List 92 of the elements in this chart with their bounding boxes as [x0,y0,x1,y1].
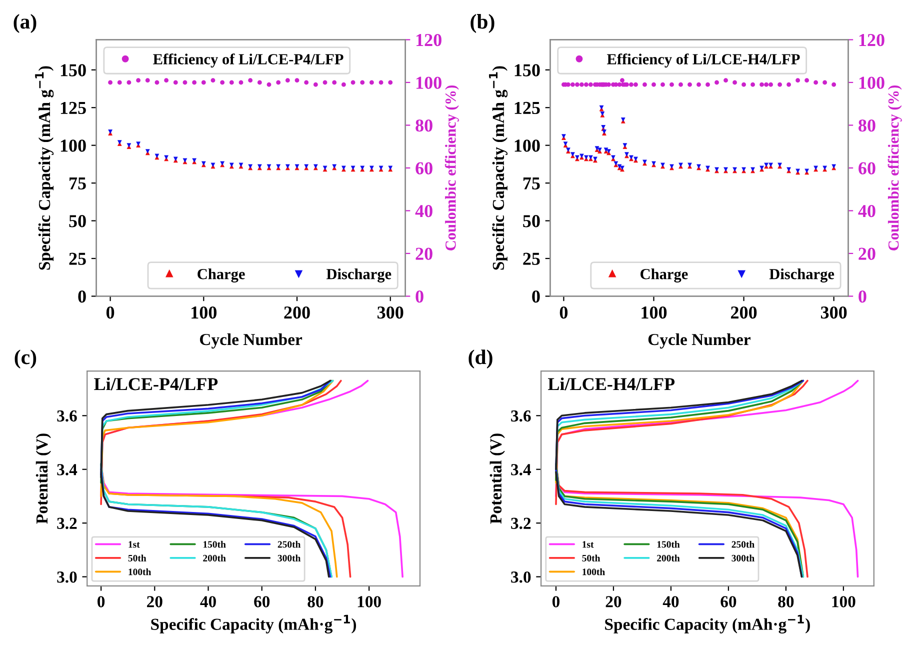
y-tick-label: 75 [70,177,86,190]
chart-title: (a) [14,14,36,33]
x-tick-label: 0 [98,596,105,608]
legend-label: Charge [198,268,245,282]
y-tick-label: 150 [514,64,540,76]
x-tick-label: 300 [378,306,404,319]
x-tick-label: 100 [192,306,217,319]
x-tick-label: 200 [731,306,757,319]
x-tick-label: 100 [642,306,667,319]
y-axis-title: Specific Capacity (mAh g$^{−1}$) [35,66,54,270]
legend-label: 300th [278,554,301,562]
legend-label: Efficiency of Li/LCE-P4/LFP [153,53,344,68]
chart-title: (c) [14,350,36,368]
y2-tick-label: 120 [859,34,884,46]
x-tick-label: 20 [606,596,622,608]
y-tick-label: 100 [514,140,540,152]
legend-label: Discharge [769,268,834,282]
y2-tick-label: 20 [416,248,432,260]
y2-tick-label: 60 [858,162,876,174]
x-tick-label: 40 [662,596,679,608]
x-tick-label: 100 [832,596,856,608]
y2-tick-label: 40 [415,204,432,218]
legend-label: 150th [657,540,680,548]
y-tick-label: 75 [523,177,540,190]
y-tick-label: 3.4 [511,464,531,476]
legend-label: 1st [582,541,594,548]
legend-label: Charge [640,268,688,282]
legend-label: 200th [203,554,226,562]
y-tick-label: 125 [514,102,540,114]
legend-label: Efficiency of Li/LCE-H4/LFP [606,53,800,68]
y-tick-label: 3.0 [57,571,77,583]
y2-tick-label: 40 [858,204,876,218]
y-tick-label: 3.4 [57,464,78,476]
legend-label: 50th [582,554,600,562]
y2-tick-label: 120 [416,34,442,46]
x-tick-label: 20 [147,596,162,608]
x-tick-label: 200 [284,306,310,319]
x-axis-title: Cycle Number [200,333,302,349]
y2-tick-label: 60 [416,162,432,174]
y-axis-title: Potential (V) [490,434,505,524]
y2-tick-label: 0 [416,290,424,303]
y-tick-label: 3.2 [511,518,531,530]
legend-label: 250th [732,540,754,548]
x-tick-label: 60 [720,596,736,608]
legend-label: 150th [203,540,226,548]
x-tick-label: 0 [106,306,114,319]
y-tick-label: 50 [69,215,86,228]
y2-tick-label: 20 [858,248,876,260]
y-tick-label: 150 [60,64,86,76]
x-axis-title: Cycle Number [648,333,750,349]
y-tick-label: 3.6 [57,410,77,422]
legend-label: 200th [657,554,680,562]
y-tick-label: 3.6 [511,410,531,422]
x-tick-label: 100 [358,596,381,608]
x-axis-title: Specific Capacity (mAh·g$^{−1}$) [605,614,810,634]
y2-tick-label: 0 [858,290,866,303]
x-tick-label: 60 [254,596,270,608]
x-tick-label: 80 [308,596,324,608]
x-tick-label: 80 [778,596,794,608]
legend-label: 100th [582,568,605,576]
y2-tick-label: 100 [859,76,884,89]
y-tick-label: 3.2 [57,518,77,530]
y2-tick-label: 80 [416,119,432,132]
y-tick-label: 100 [60,140,86,152]
x-tick-label: 300 [820,306,847,319]
y2-tick-label: 100 [416,76,442,89]
x-tick-label: 0 [552,596,560,608]
x-tick-label: 40 [200,596,216,608]
annotation: Li/LCE-P4/LFP [94,378,218,390]
chart-title: (b) [470,14,494,33]
legend-label: Discharge [326,268,392,282]
legend-label: 250th [278,540,301,548]
y-tick-label: 25 [523,252,540,265]
y2-axis-title: Coulombic efficiency (%) [888,85,902,250]
y2-axis-title: Coulombic efficiency (%) [444,85,459,250]
y-tick-label: 0 [532,290,540,303]
annotation: Li/LCE-H4/LFP [548,378,675,390]
y-axis-title: Potential (V) [36,434,52,524]
chart-title: (d) [468,350,492,368]
y-tick-label: 3.0 [511,571,531,583]
y-tick-label: 25 [69,252,86,265]
y-axis-title: Specific Capacity (mAh g$^{−1}$) [489,66,508,270]
y2-tick-label: 80 [858,119,876,132]
y-tick-label: 50 [523,215,540,228]
y-tick-label: 0 [78,290,86,303]
legend-label: 100th [128,568,152,576]
y-tick-label: 125 [60,102,86,114]
x-tick-label: 0 [560,306,568,319]
x-axis-title: Specific Capacity (mAh·g$^{−1}$) [151,614,356,634]
legend-label: 50th [128,554,146,562]
legend-label: 300th [732,554,754,562]
legend-label: 1st [128,541,140,548]
